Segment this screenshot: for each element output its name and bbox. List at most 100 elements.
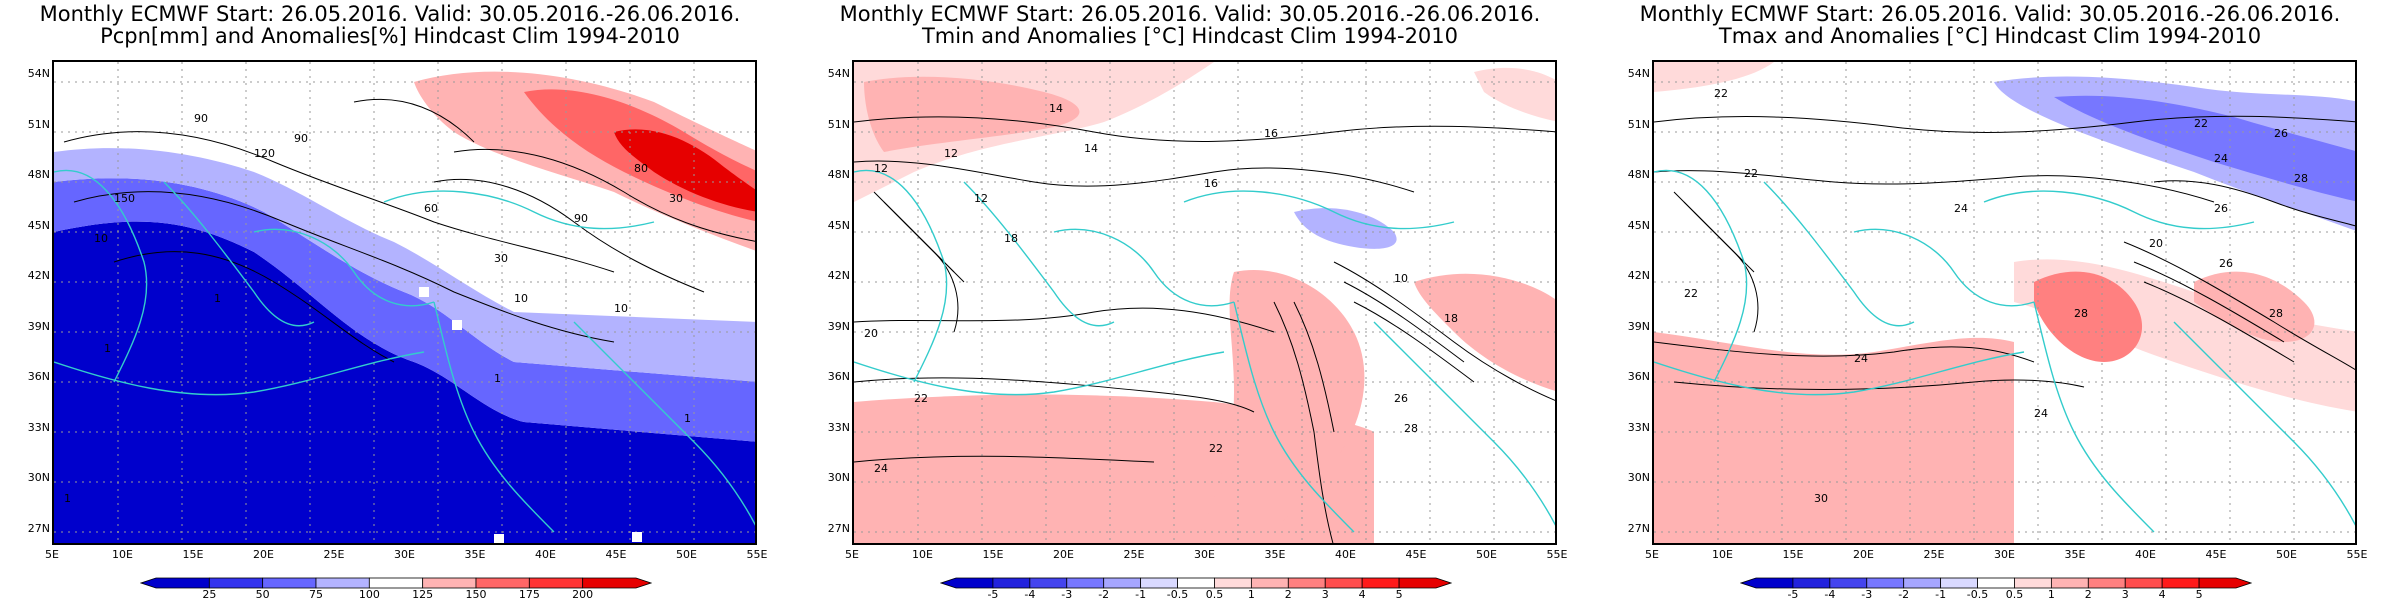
contour-label: 28 (2074, 307, 2088, 320)
colorbar-label: -3 (1061, 588, 1073, 601)
colorbar-label: 125 (412, 588, 434, 601)
longitude-label: 40E (535, 548, 556, 561)
longitude-label: 20E (253, 548, 274, 561)
contour-label: 24 (1854, 352, 1868, 365)
contour-label: 24 (2034, 407, 2048, 420)
colorbar-label: -4 (1024, 588, 1036, 601)
colorbar-graphic (940, 577, 1452, 589)
latitude-label: 45N (1627, 218, 1650, 232)
contour-label: 18 (1444, 312, 1458, 325)
tmin-map: 14 12 12 14 16 18 20 22 22 24 26 28 16 1… (852, 60, 1557, 545)
northeast-warm-area (1474, 67, 1555, 122)
colorbar-label: -2 (1898, 588, 1910, 601)
colorbar-label: 200 (572, 588, 594, 601)
longitude-label: 10E (1712, 548, 1733, 561)
latitude-label: 27N (827, 522, 850, 535)
colorbar-label: 4 (2158, 588, 2166, 601)
longitude-label: 20E (1853, 548, 1874, 561)
colorbar-label: 0.5 (1205, 588, 1224, 601)
colorbar-segment (1940, 577, 1978, 589)
colorbar-segment (140, 577, 210, 589)
contour-label: 20 (864, 327, 878, 340)
longitude-label: 40E (2135, 548, 2156, 561)
colorbar-segment (1866, 577, 1905, 589)
colorbar-label: 2 (2084, 588, 2092, 601)
latitude-label: 42N (27, 269, 50, 283)
tmax-panel: Monthly ECMWF Start: 26.05.2016. Valid: … (1600, 0, 2400, 601)
colorbar-label: 0.5 (2005, 588, 2024, 601)
colorbar-segment (1324, 577, 1363, 589)
contour-label: 22 (1744, 167, 1758, 180)
longitude-label: 5E (45, 548, 59, 561)
contour-label: 26 (1394, 392, 1408, 405)
colorbar-segment (1214, 577, 1252, 589)
colorbar-label: -0.5 (1166, 588, 1189, 601)
coastlines (1654, 169, 2355, 533)
strong-positive-anomaly-area (614, 129, 755, 212)
longitude-label: 55E (2346, 548, 2368, 561)
colorbar-label: -5 (987, 588, 999, 601)
contour-label: 150 (114, 192, 135, 205)
latitude-label: 54N (827, 67, 850, 80)
longitude-label: 20E (1053, 548, 1074, 561)
colorbar-label: -1 (1935, 588, 1947, 601)
tmin-panel: Monthly ECMWF Start: 26.05.2016. Valid: … (800, 0, 1600, 601)
longitude-label: 50E (1476, 548, 1497, 561)
contour-label: 16 (1264, 127, 1278, 140)
contour-label: 12 (974, 192, 988, 205)
contour-labels: 90 90 120 150 60 80 30 90 10 10 30 1 1 1… (64, 112, 691, 505)
latitude-label: 51N (1627, 117, 1650, 131)
contour-label: 22 (914, 392, 928, 405)
longitude-label: 25E (1923, 548, 1945, 561)
longitude-label: 35E (1264, 548, 1286, 561)
colorbar-label: -4 (1824, 588, 1836, 601)
contour-label: 24 (1954, 202, 1968, 215)
contour-label: 1 (684, 412, 691, 425)
latitude-label: 45N (27, 218, 50, 232)
colorbar-label: -0.5 (1966, 588, 1989, 601)
colorbar-label: 25 (202, 588, 217, 601)
colorbar-graphic (140, 577, 652, 589)
contour-label: 28 (2269, 307, 2283, 320)
colorbar-segment (582, 577, 652, 589)
colorbar-segment (2198, 577, 2252, 589)
colorbar-segment (262, 577, 317, 589)
colorbar-segment (422, 577, 477, 589)
contour-label: 10 (94, 232, 108, 245)
latitude-label: 33N (27, 420, 50, 434)
colorbar-segment (1029, 577, 1068, 589)
colorbar-segment (1740, 577, 1794, 589)
colorbar-label: 1 (1247, 588, 1255, 601)
longitude-label: 25E (323, 548, 345, 561)
latitude-label: 39N (827, 319, 850, 333)
latitude-label: 30N (1627, 471, 1650, 485)
latitude-label: 42N (827, 269, 850, 283)
contour-label: 30 (1814, 492, 1828, 505)
tmax-contours (1654, 115, 2355, 390)
colorbar-graphic (1740, 577, 2252, 589)
colorbar-segment (940, 577, 994, 589)
tmax-map: 22 22 24 26 28 24 22 28 26 24 30 20 22 2… (1652, 60, 2357, 545)
longitude-label: 5E (845, 548, 859, 561)
latitude-label: 36N (827, 370, 850, 384)
colorbar-segment (2124, 577, 2163, 589)
strong-positive-anomaly-patch (2034, 271, 2143, 362)
colorbar-segment (368, 577, 424, 589)
colorbar-segment (1398, 577, 1452, 589)
colorbar-label: 1 (2047, 588, 2055, 601)
contour-label: 90 (294, 132, 308, 145)
latitude-label: 27N (27, 522, 50, 535)
longitude-label: 30E (1194, 548, 1215, 561)
contour-label: 26 (2219, 257, 2233, 270)
latitude-label: 48N (27, 168, 50, 182)
cool-anomaly-patch (1294, 208, 1397, 249)
colorbar-label: 2 (1284, 588, 1292, 601)
colorbar-segment (2161, 577, 2200, 589)
precipitation-map: 90 90 120 150 60 80 30 90 10 10 30 1 1 1… (52, 60, 757, 545)
contour-label: 14 (1049, 102, 1063, 115)
precipitation-panel: Monthly ECMWF Start: 26.05.2016. Valid: … (0, 0, 800, 601)
colorbar-segment (1903, 577, 1942, 589)
longitude-label: 45E (2205, 548, 2227, 561)
contour-label: 10 (514, 292, 528, 305)
contour-label: 22 (2194, 117, 2208, 130)
